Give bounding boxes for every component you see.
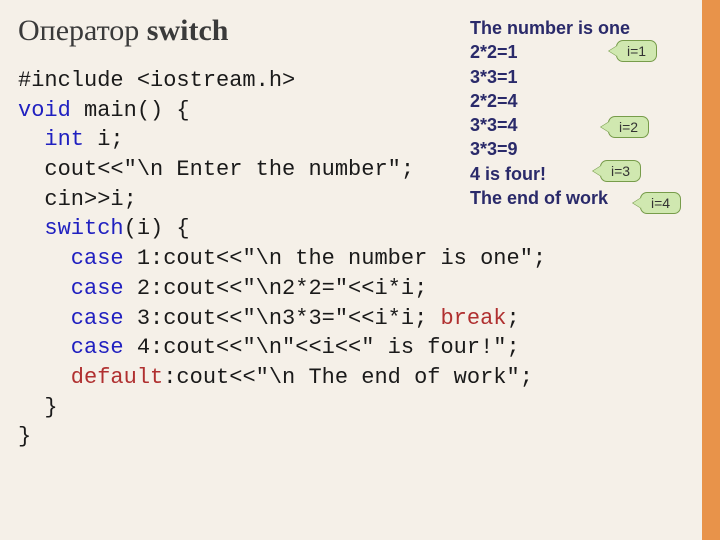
kw-case: case: [18, 246, 124, 271]
kw-switch: switch: [18, 216, 124, 241]
kw-int: int: [18, 127, 84, 152]
output-line: The end of work: [470, 186, 630, 210]
kw-case: case: [18, 335, 124, 360]
code-line: main() {: [71, 98, 190, 123]
title-keyword: switch: [147, 14, 229, 47]
kw-void: void: [18, 98, 71, 123]
kw-case: case: [18, 276, 124, 301]
code-line: ;: [507, 306, 520, 331]
callout-i2: i=2: [608, 116, 649, 138]
code-line: cout<<"\n Enter the number";: [18, 157, 414, 182]
code-line: :cout<<"\n The end of work";: [163, 365, 533, 390]
title-prefix: Оператор: [18, 14, 147, 47]
output-line: 3*3=9: [470, 137, 630, 161]
code-line: }: [18, 395, 58, 420]
code-line: 1:cout<<"\n the number is one";: [124, 246, 546, 271]
output-line: 2*2=1: [470, 40, 630, 64]
kw-case: case: [18, 306, 124, 331]
code-line: 3:cout<<"\n3*3="<<i*i;: [124, 306, 441, 331]
output-line: 3*3=1: [470, 65, 630, 89]
code-line: }: [18, 424, 31, 449]
callout-i3: i=3: [600, 160, 641, 182]
code-line: 2:cout<<"\n2*2="<<i*i;: [124, 276, 428, 301]
accent-bar: [702, 0, 720, 540]
kw-break: break: [440, 306, 506, 331]
code-line: 4:cout<<"\n"<<i<<" is four!";: [124, 335, 520, 360]
code-line: (i) {: [124, 216, 190, 241]
kw-default: default: [18, 365, 163, 390]
code-line: #include <iostream.h>: [18, 68, 295, 93]
code-line: i;: [84, 127, 124, 152]
callout-i1: i=1: [616, 40, 657, 62]
output-line: The number is one: [470, 16, 630, 40]
code-line: cin>>i;: [18, 187, 137, 212]
callout-i4: i=4: [640, 192, 681, 214]
output-line: 2*2=4: [470, 89, 630, 113]
